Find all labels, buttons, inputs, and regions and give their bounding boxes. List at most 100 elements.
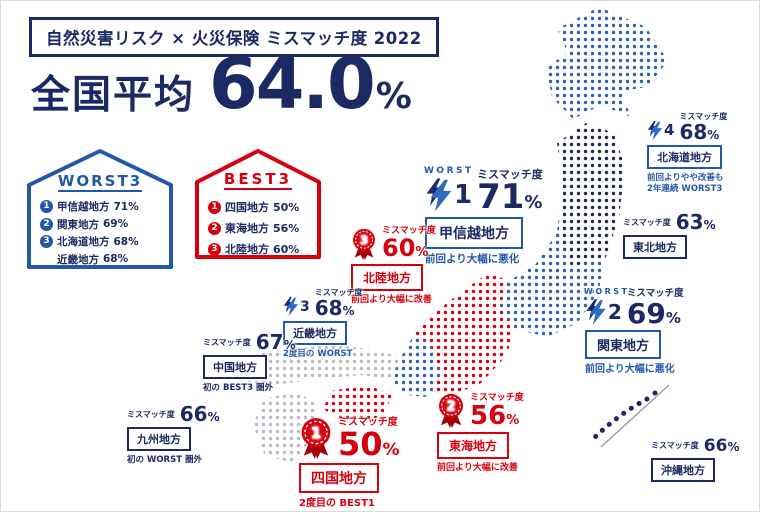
region-callout-kinki: 3 ミスマッチ度 68% 近畿地方 2度目の WORST [283, 289, 363, 360]
page-title: 自然災害リスク × 火災保険 ミスマッチ度 2022 [29, 17, 439, 57]
worst3-item-1: 1 甲信越地方 71% [40, 199, 139, 214]
region-note: 前回より大幅に改善 [351, 294, 432, 305]
medal-rank: 2 [447, 400, 456, 415]
region-name-box: 関東地方 [585, 329, 662, 359]
worst-rank: 1 [454, 179, 473, 210]
region-name-box: 北陸地方 [351, 263, 424, 291]
metric-label: ミスマッチ度 [623, 218, 671, 227]
region-name: 東海地方 [225, 222, 269, 235]
region-note: 初の BEST3 圏外 [203, 383, 274, 393]
worst3-title: WORST3 [57, 172, 143, 192]
map-kanto-koshinetsu [499, 233, 606, 337]
map-tohoku [557, 123, 625, 267]
rank-badge-empty [40, 253, 53, 266]
percent-sign: % [506, 412, 520, 428]
medal-rank: 3 [360, 233, 368, 247]
region-name-box: 中国地方 [203, 355, 267, 379]
best3-item-3: 3 北陸地方 60% [208, 241, 299, 257]
percent-sign: % [727, 440, 740, 454]
worst3-item-3: 3 北海道地方 68% [40, 234, 139, 249]
lightning-icon [647, 120, 663, 141]
worst-rank: 2 [608, 299, 622, 324]
region-note: 前回より大幅に改善 [437, 463, 518, 473]
average-value: 64.0 [209, 43, 376, 125]
percent-sign: % [415, 245, 429, 260]
percent-sign: % [524, 192, 543, 213]
region-value: 68% [113, 235, 139, 248]
region-name: 北陸地方 [225, 243, 269, 256]
region-note: 前回より大幅に悪化 [585, 363, 675, 375]
region-value: 50% [273, 200, 300, 214]
region-callout-tohoku: ミスマッチ度 63% 東北地方 [623, 212, 716, 259]
metric-label: ミスマッチ度 [477, 168, 543, 181]
rank-badge: 3 [40, 235, 53, 248]
percent-sign: % [703, 218, 716, 232]
medal-icon: 2 [439, 393, 463, 428]
rank-badge: 2 [40, 217, 53, 231]
best3-ranking-card: BEST3 1 四国地方 50% 2 東海地方 56% 3 北陸地方 60% [193, 147, 323, 261]
region-name-box: 近畿地方 [283, 321, 347, 345]
region-note: 2度目の WORST [283, 349, 353, 359]
metric-value: 68 [314, 296, 343, 320]
best3-item-2: 2 東海地方 56% [208, 220, 299, 236]
region-name-box: 東海地方 [437, 432, 510, 459]
rank-badge: 2 [208, 221, 221, 235]
worst3-ranking-card: WORST3 1 甲信越地方 71% 2 関東地方 69% 3 北海道地方 68… [25, 147, 175, 271]
metric-label: ミスマッチ度 [651, 441, 699, 451]
medal-icon: 3 [353, 228, 375, 260]
average-label: 全国平均 [31, 73, 196, 118]
metric-label: ミスマッチ度 [338, 417, 398, 429]
worst3-item-4: 近畿地方 68% [40, 252, 128, 267]
percent-sign: % [665, 308, 681, 327]
region-note: 前回より大幅に悪化 [425, 252, 520, 265]
metric-label: ミスマッチ度 [314, 288, 363, 297]
region-note: 前回よりやや改善も 2年連続 WORST3 [647, 173, 724, 195]
region-note: 2度目の BEST1 [299, 498, 375, 509]
region-value: 60% [273, 242, 300, 256]
map-chugoku [223, 345, 401, 385]
metric-value: 60 [382, 234, 416, 262]
region-name: 近畿地方 [57, 253, 99, 266]
region-callout-shikoku: 1 ミスマッチ度 50% 四国地方 2度目の BEST1 [299, 417, 400, 510]
region-name-box: 甲信越地方 [425, 216, 523, 249]
worst3-list: 1 甲信越地方 71% 2 関東地方 69% 3 北海道地方 68% 近畿地方 [25, 199, 175, 267]
metric-value: 69 [626, 296, 666, 330]
lightning-icon [426, 177, 452, 212]
map-okinawa-island [652, 390, 658, 396]
metric-label: ミスマッチ度 [203, 338, 251, 347]
worst-badge: WORST [424, 165, 474, 176]
map-kinki [391, 333, 441, 397]
percent-sign: % [382, 440, 400, 461]
best3-item-1: 1 四国地方 50% [208, 199, 299, 215]
lightning-icon [283, 296, 299, 317]
region-value: 71% [113, 200, 139, 213]
house-outline-red [195, 149, 321, 259]
region-callout-chugoku: ミスマッチ度 67% 中国地方 初の BEST3 圏外 [203, 330, 296, 394]
region-callout-hokkaido: 4 ミスマッチ度 68% 北海道地方 前回よりやや改善も 2年連続 WORST3 [647, 113, 727, 195]
map-hokkaido [546, 7, 668, 119]
region-callout-kyushu: ミスマッチ度 66% 九州地方 初の WORST 圏外 [127, 402, 220, 466]
metric-value: 56 [470, 400, 507, 431]
map-shikoku [323, 385, 393, 423]
region-value: 68% [103, 253, 129, 265]
percent-sign: % [342, 304, 355, 318]
region-name-box: 北海道地方 [647, 145, 722, 169]
metric-value: 50 [338, 425, 383, 464]
map-okinawa [588, 396, 650, 444]
rank-badge: 1 [40, 200, 53, 213]
worst-rank: 3 [300, 298, 310, 315]
best3-list: 1 四国地方 50% 2 東海地方 56% 3 北陸地方 60% [193, 199, 323, 257]
metric-value: 67 [255, 330, 284, 354]
region-value: 56% [273, 221, 300, 235]
metric-label: ミスマッチ度 [679, 112, 728, 121]
map-kyushu [253, 391, 317, 463]
metric-value: 66 [179, 402, 208, 426]
worst-rank: 4 [664, 121, 675, 139]
metric-value: 68 [679, 120, 708, 144]
percent-sign: % [707, 128, 720, 142]
medal-icon: 1 [301, 418, 331, 459]
lightning-icon [586, 298, 606, 325]
region-name-box: 四国地方 [299, 463, 379, 493]
